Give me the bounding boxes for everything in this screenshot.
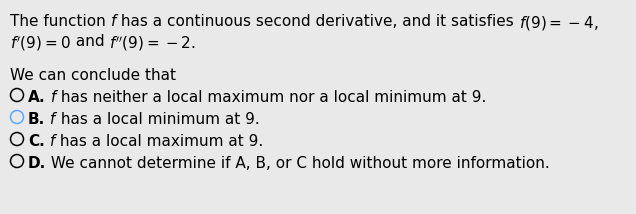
Text: f: f: [46, 90, 56, 105]
Text: B.: B.: [28, 112, 45, 127]
Text: D.: D.: [28, 156, 46, 171]
Text: We cannot determine if A, B, or C hold without more information.: We cannot determine if A, B, or C hold w…: [46, 156, 550, 171]
Text: C.: C.: [28, 134, 45, 149]
Text: A.: A.: [28, 90, 46, 105]
Text: f: f: [111, 14, 116, 29]
Text: $f'(9) = 0$: $f'(9) = 0$: [10, 34, 71, 53]
Text: We can conclude that: We can conclude that: [10, 68, 176, 83]
Text: and: and: [71, 34, 109, 49]
Text: The function: The function: [10, 14, 111, 29]
Text: $f''(9) = -2.$: $f''(9) = -2.$: [109, 34, 197, 53]
Text: f: f: [45, 112, 55, 127]
Text: has neither a local maximum nor a local minimum at 9.: has neither a local maximum nor a local …: [56, 90, 487, 105]
Text: f: f: [45, 134, 55, 149]
Text: has a continuous second derivative, and it satisfies: has a continuous second derivative, and …: [116, 14, 518, 29]
Text: has a local maximum at 9.: has a local maximum at 9.: [55, 134, 263, 149]
Text: $f(9) = -4,$: $f(9) = -4,$: [518, 14, 598, 32]
Text: has a local minimum at 9.: has a local minimum at 9.: [55, 112, 259, 127]
